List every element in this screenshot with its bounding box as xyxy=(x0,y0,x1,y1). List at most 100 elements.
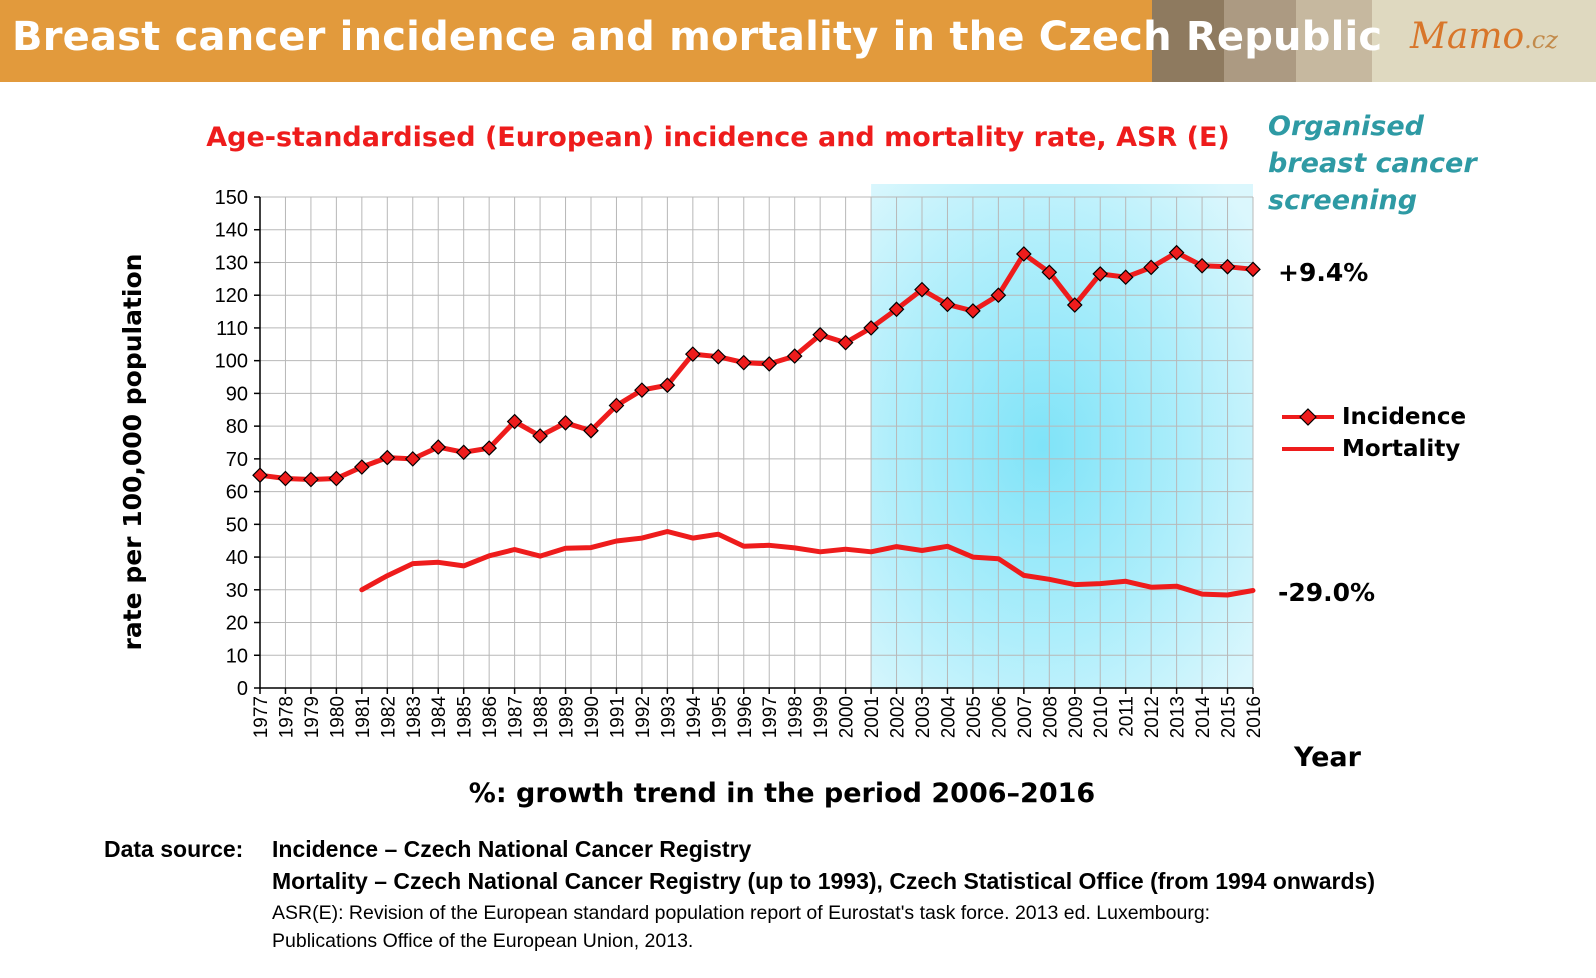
data-point-incidence xyxy=(1219,258,1236,275)
x-tick-label: 1981 xyxy=(353,696,374,738)
y-tick-label: 110 xyxy=(216,318,248,340)
x-tick-label: 2010 xyxy=(1091,696,1112,738)
x-axis-title: Year xyxy=(1294,742,1361,773)
x-tick-label: 1990 xyxy=(582,696,603,738)
x-tick-label: 1998 xyxy=(786,696,807,738)
logo-main: Mamo xyxy=(1410,16,1525,57)
x-tick-label: 1999 xyxy=(811,696,832,738)
data-point-incidence xyxy=(888,301,905,318)
data-point-incidence xyxy=(557,415,574,431)
y-tick-label: 10 xyxy=(226,645,248,667)
data-point-incidence xyxy=(1066,297,1083,313)
x-tick-label: 1977 xyxy=(251,696,272,738)
x-tick-label: 1993 xyxy=(658,696,679,738)
y-tick-label: 40 xyxy=(226,547,248,569)
screening-note: Organised breast cancer screening xyxy=(1268,108,1508,219)
x-tick-label: 2002 xyxy=(888,696,909,738)
y-tick-label: 90 xyxy=(226,383,248,405)
y-tick-label: 60 xyxy=(226,482,248,504)
y-tick-label: 20 xyxy=(226,613,248,635)
data-point-incidence xyxy=(303,471,319,488)
chart-subtitle: Age-standardised (European) incidence an… xyxy=(206,122,1230,153)
data-point-incidence xyxy=(353,459,370,475)
data-point-incidence xyxy=(1117,269,1134,286)
header-orange-band xyxy=(0,0,1152,82)
series-line-incidence xyxy=(257,250,1256,482)
data-point-incidence xyxy=(430,439,447,455)
x-tick-label: 2006 xyxy=(989,696,1010,738)
x-tick-label: 1988 xyxy=(531,696,552,738)
screening-note-line-1: Organised xyxy=(1268,111,1425,142)
y-tick-label: 50 xyxy=(226,514,248,536)
page-title: Breast cancer incidence and mortality in… xyxy=(12,14,1383,60)
data-point-incidence xyxy=(684,346,701,362)
x-tick-label: 1979 xyxy=(302,696,323,738)
data-point-incidence xyxy=(1015,246,1032,262)
data-point-incidence xyxy=(634,382,650,398)
data-point-incidence xyxy=(710,348,727,365)
x-tick-label: 1992 xyxy=(633,696,654,738)
y-tick-label: 120 xyxy=(215,285,248,307)
x-tick-label: 2013 xyxy=(1168,696,1189,738)
header-bar: Breast cancer incidence and mortality in… xyxy=(0,0,1596,82)
x-tick-label: 1980 xyxy=(327,696,348,738)
legend-marker-incidence xyxy=(1282,408,1334,426)
source-line-2: Mortality – Czech National Cancer Regist… xyxy=(272,868,1376,894)
x-tick-label: 1982 xyxy=(378,696,399,738)
x-tick-label: 2000 xyxy=(837,696,858,738)
legend-label-mortality: Mortality xyxy=(1342,436,1461,462)
data-point-incidence xyxy=(939,296,956,313)
x-tick-label: 1985 xyxy=(455,696,476,738)
x-tick-label: 2015 xyxy=(1219,696,1240,738)
x-tick-label: 1983 xyxy=(404,696,425,738)
data-point-incidence xyxy=(277,470,294,487)
y-tick-label: 150 xyxy=(215,187,248,209)
header-band-1 xyxy=(1152,0,1224,82)
y-tick-label: 140 xyxy=(215,220,248,242)
data-point-incidence xyxy=(404,451,421,467)
x-tick-label: 1978 xyxy=(276,696,297,738)
data-point-incidence xyxy=(837,334,854,351)
y-tick-label: 70 xyxy=(226,449,248,471)
mamo-logo: Mamo.cz xyxy=(1410,16,1558,57)
x-tick-label: 1984 xyxy=(429,696,450,739)
source-line-3: ASR(E): Revision of the European standar… xyxy=(272,902,1211,924)
data-point-incidence xyxy=(532,428,548,444)
logo-tld: .cz xyxy=(1524,26,1558,54)
x-tick-label: 1991 xyxy=(607,696,628,738)
x-tick-label: 2016 xyxy=(1244,696,1265,738)
y-tick-label: 100 xyxy=(215,351,248,373)
x-tick-label: 2003 xyxy=(913,696,934,738)
header-band-3 xyxy=(1296,0,1372,82)
data-point-incidence xyxy=(1245,261,1261,278)
x-tick-label: 1997 xyxy=(760,696,781,738)
legend-marker-mortality xyxy=(1282,447,1334,451)
screening-period-shading xyxy=(871,184,1253,688)
x-tick-label: 1994 xyxy=(684,696,705,739)
data-point-incidence xyxy=(735,354,752,371)
x-tick-label: 1987 xyxy=(506,696,527,738)
y-tick-label: 130 xyxy=(215,252,248,274)
data-point-incidence xyxy=(659,377,676,394)
header-band-2 xyxy=(1224,0,1296,82)
series-line-mortality xyxy=(359,529,1256,598)
data-point-incidence xyxy=(583,422,599,439)
source-line-4: Publications Office of the European Unio… xyxy=(272,930,694,952)
legend-label-incidence: Incidence xyxy=(1342,404,1467,430)
source-line-1: Incidence – Czech National Cancer Regist… xyxy=(272,836,752,862)
data-point-incidence xyxy=(608,397,625,414)
x-tick-label: 1996 xyxy=(735,696,756,738)
line-chart: 0 10 20 30 40 50 60 70 80 90 100 110 120 130 140 150 19… xyxy=(215,184,1265,739)
trend-note-text: %: growth trend in the period 2006–2016 xyxy=(468,778,1096,809)
data-point-incidence xyxy=(786,348,803,364)
x-tick-label: 2008 xyxy=(1040,696,1061,738)
data-point-incidence xyxy=(863,320,879,336)
x-tick-label: 2011 xyxy=(1117,696,1138,737)
data-point-incidence xyxy=(1168,244,1185,261)
data-point-incidence xyxy=(812,326,829,343)
screening-note-line-3: screening xyxy=(1268,185,1418,216)
incidence-growth-label: +9.4% xyxy=(1278,258,1369,287)
data-point-incidence xyxy=(379,449,396,466)
source-label: Data source: xyxy=(104,836,244,862)
data-point-incidence xyxy=(1092,266,1109,282)
